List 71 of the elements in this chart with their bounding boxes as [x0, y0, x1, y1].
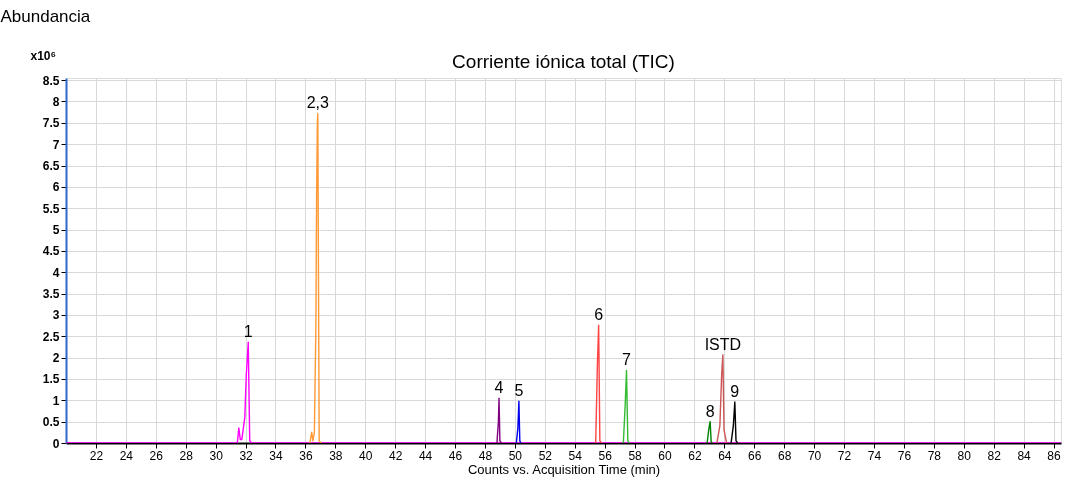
line-series [622, 369, 631, 443]
x-tick-label: 72 [837, 448, 852, 463]
x-tick-label: 42 [388, 448, 403, 463]
x-tick-label: 46 [448, 448, 463, 463]
annotation: 8 [705, 402, 715, 420]
x-tick-label: 58 [628, 448, 643, 463]
line-series [309, 112, 322, 443]
text: x10⁶ [30, 49, 56, 63]
x-tick-label: 62 [688, 448, 702, 463]
y-tick-label: 8.5 [42, 73, 60, 88]
x-tick-label: 78 [927, 448, 942, 463]
line-series [515, 400, 522, 443]
x-tick-label: 52 [538, 448, 553, 463]
x-tick-label: 22 [89, 448, 104, 463]
y-tick-label: 5.5 [42, 201, 60, 216]
x-tick-label: 60 [658, 448, 672, 463]
x-tick-label: 68 [778, 448, 792, 463]
x-tick-label: 32 [239, 448, 254, 463]
y-tick-label: 1.5 [42, 372, 60, 387]
line-series [716, 354, 728, 443]
x-tick-label: 38 [329, 448, 343, 463]
y-tick-label: 4 [52, 265, 60, 280]
annotation: 1 [243, 323, 253, 341]
chart-title: Corriente iónica total (TIC) [452, 51, 675, 72]
x-tick-label: 86 [1047, 448, 1062, 463]
y-tick-label: 2.5 [42, 329, 60, 344]
y-tick-label: 7 [52, 137, 60, 152]
x-tick-label: 44 [418, 448, 433, 463]
y-tick-label: 2 [52, 351, 60, 366]
x-tick-label: 54 [568, 448, 583, 463]
y-tick-label: 4.5 [42, 244, 60, 259]
x-tick-label: 26 [149, 448, 164, 463]
x-tick-label: 82 [987, 448, 1002, 463]
x-tick-label: 80 [957, 448, 972, 463]
annotation: ISTD [704, 336, 742, 354]
x-tick-label: 24 [119, 448, 134, 463]
x-tick-label: 56 [598, 448, 613, 463]
annotation: 4 [494, 379, 504, 397]
y-tick-label: 3 [52, 308, 60, 323]
annotation: 9 [730, 383, 740, 401]
x-tick-label: 30 [209, 448, 224, 463]
y-tick-label: 0 [52, 436, 60, 451]
x-tick-label: 66 [748, 448, 762, 463]
x-tick-label: 64 [718, 448, 732, 463]
x-tick-label: 48 [478, 448, 493, 463]
x-axis-title: Counts vs. Acquisition Time (min) [467, 461, 661, 477]
y-tick-label: 7.5 [42, 116, 60, 131]
x-tick-label: 70 [807, 448, 822, 463]
y-tick-label: 1 [52, 393, 60, 408]
annotation: 5 [514, 382, 524, 400]
annotation: 7 [622, 351, 632, 369]
y-tick-label: 3.5 [42, 287, 60, 302]
x-tick-label: 40 [359, 448, 373, 463]
line-series [496, 397, 503, 443]
y-tick-label: 5 [52, 223, 60, 238]
annotation: 2,3 [306, 94, 330, 112]
x-tick-label: 50 [508, 448, 523, 463]
x-tick-label: 36 [299, 448, 313, 463]
x-tick-label: 84 [1017, 448, 1032, 463]
y-tick-label: 0.5 [42, 415, 60, 430]
x-tick-label: 74 [867, 448, 882, 463]
x-tick-label: 76 [897, 448, 912, 463]
x-tick-label: 28 [179, 448, 194, 463]
y-tick-label: 8 [52, 94, 60, 109]
y-axis-title: Abundancia [0, 6, 91, 26]
line-series [706, 420, 714, 443]
y-tick-label: 6.5 [42, 159, 60, 174]
x-tick-label: 34 [269, 448, 283, 463]
y-tick-label: 6 [52, 180, 60, 195]
annotation: 6 [594, 306, 604, 324]
line-series [594, 324, 603, 443]
